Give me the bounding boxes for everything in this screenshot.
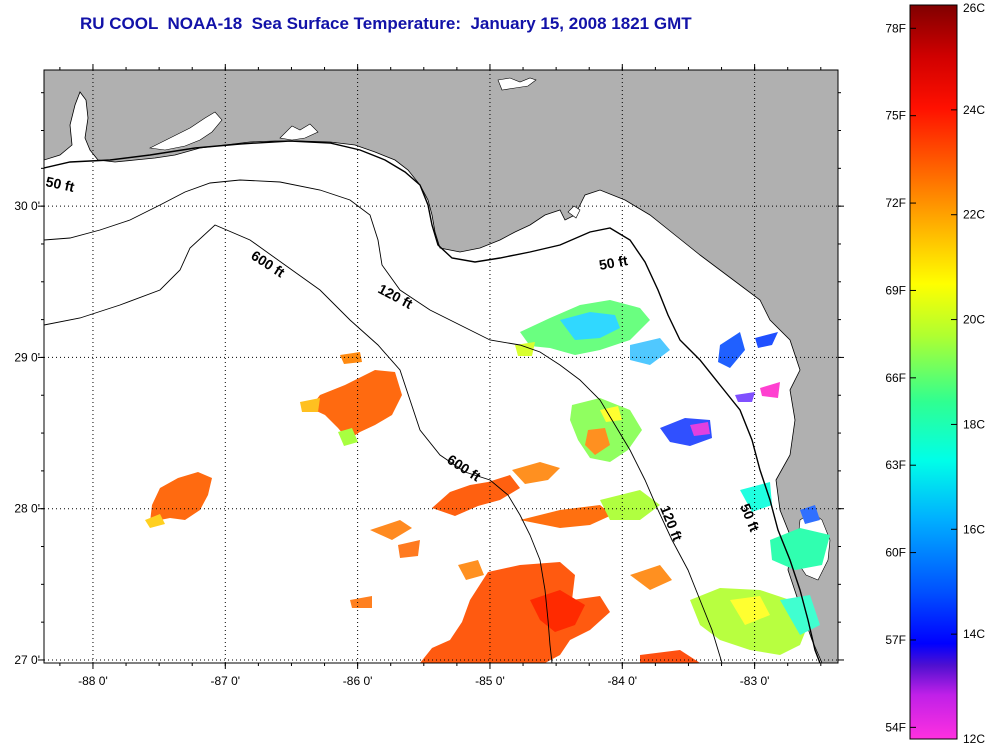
colorbar-label-c: 24C [963, 103, 985, 117]
lat-tick-label: 29 0' [14, 350, 40, 364]
colorbar-label-f: 66F [885, 371, 906, 385]
sst-patch [630, 338, 670, 365]
sst-patch [300, 398, 320, 412]
sst-patch [150, 472, 212, 522]
bay [279, 123, 319, 141]
sst-patch [800, 505, 820, 524]
lon-tick-label: -85 0' [475, 674, 505, 688]
colorbar-label-f: 72F [885, 196, 906, 210]
lat-tick-label: 28 0' [14, 502, 40, 516]
sst-patch [640, 650, 700, 663]
colorbar [909, 4, 958, 740]
colorbar-label-c: 12C [963, 732, 985, 746]
colorbar-label-c: 26C [963, 1, 985, 15]
isobath-label: 50 ft [598, 252, 629, 273]
lon-tick-label: -83 0' [740, 674, 770, 688]
colorbar-label-c: 20C [963, 313, 985, 327]
isobath-label: 50 ft [44, 173, 76, 195]
colorbar-label-c: 22C [963, 208, 985, 222]
sst-patch [432, 475, 520, 516]
sst-patch [145, 514, 165, 528]
sst-patch [520, 505, 612, 528]
sst-patch [350, 596, 372, 608]
lon-tick-label: -84 0' [607, 674, 637, 688]
sst-patch [420, 562, 610, 663]
sst-patch [600, 490, 660, 520]
map-border [43, 69, 839, 664]
isobath-120ft [44, 179, 723, 663]
sst-patch [338, 428, 358, 446]
land-mass [44, 70, 838, 663]
sst-patch [755, 332, 778, 348]
sst-patch [530, 590, 585, 632]
colorbar-label-f: 60F [885, 546, 906, 560]
map-axes: -88 0' -87 0' -86 0' -85 0' -84 0' -83 0' 30 0… [14, 64, 844, 688]
colorbar-label-f: 57F [885, 633, 906, 647]
colorbar-label-c: 14C [963, 627, 985, 641]
sst-patch [370, 520, 412, 540]
sst-patch [760, 382, 780, 398]
colorbar-label-f: 75F [885, 109, 906, 123]
page-title: RU COOL NOAA-18 Sea Surface Temperature:… [80, 14, 692, 33]
sst-patch [730, 596, 770, 625]
island [497, 77, 537, 91]
lat-tick-label: 30 0' [14, 199, 40, 213]
sst-patch [340, 352, 362, 364]
sst-patch [310, 370, 402, 440]
sst-patch [690, 422, 710, 436]
lat-tick-label: 27 0' [14, 653, 40, 667]
isobath-50ft [44, 140, 821, 663]
colorbar-label-c: 18C [963, 417, 985, 431]
sst-patch [515, 342, 535, 356]
grid-lines [44, 70, 838, 663]
colorbar-label-f: 63F [885, 458, 906, 472]
sst-patch [398, 540, 420, 558]
sst-patch [780, 595, 820, 635]
lon-tick-label: -88 0' [78, 674, 108, 688]
sst-patch [560, 312, 620, 340]
colorbar-label-f: 54F [885, 720, 906, 734]
lon-tick-label: -86 0' [343, 674, 373, 688]
sst-patch [512, 462, 560, 484]
sst-patch [718, 332, 745, 368]
lon-tick-label: -87 0' [210, 674, 240, 688]
colorbar-label-c: 16C [963, 522, 985, 536]
colorbar-label-f: 78F [885, 21, 906, 35]
bay [148, 111, 223, 151]
bay [567, 205, 581, 219]
sst-patch [458, 560, 484, 580]
colorbar-label-f: 69F [885, 283, 906, 297]
sst-patch [770, 528, 830, 570]
sst-patch [630, 565, 672, 590]
sst-patch [585, 428, 610, 455]
sst-patch [740, 482, 772, 512]
isobath-600ft [44, 224, 553, 663]
sst-patch [735, 392, 755, 402]
colorbar-ticks: 26C 24C 22C 20C 18C 16C 14C 12C 78F 75F 72F 69F 66F 6… [885, 1, 985, 746]
